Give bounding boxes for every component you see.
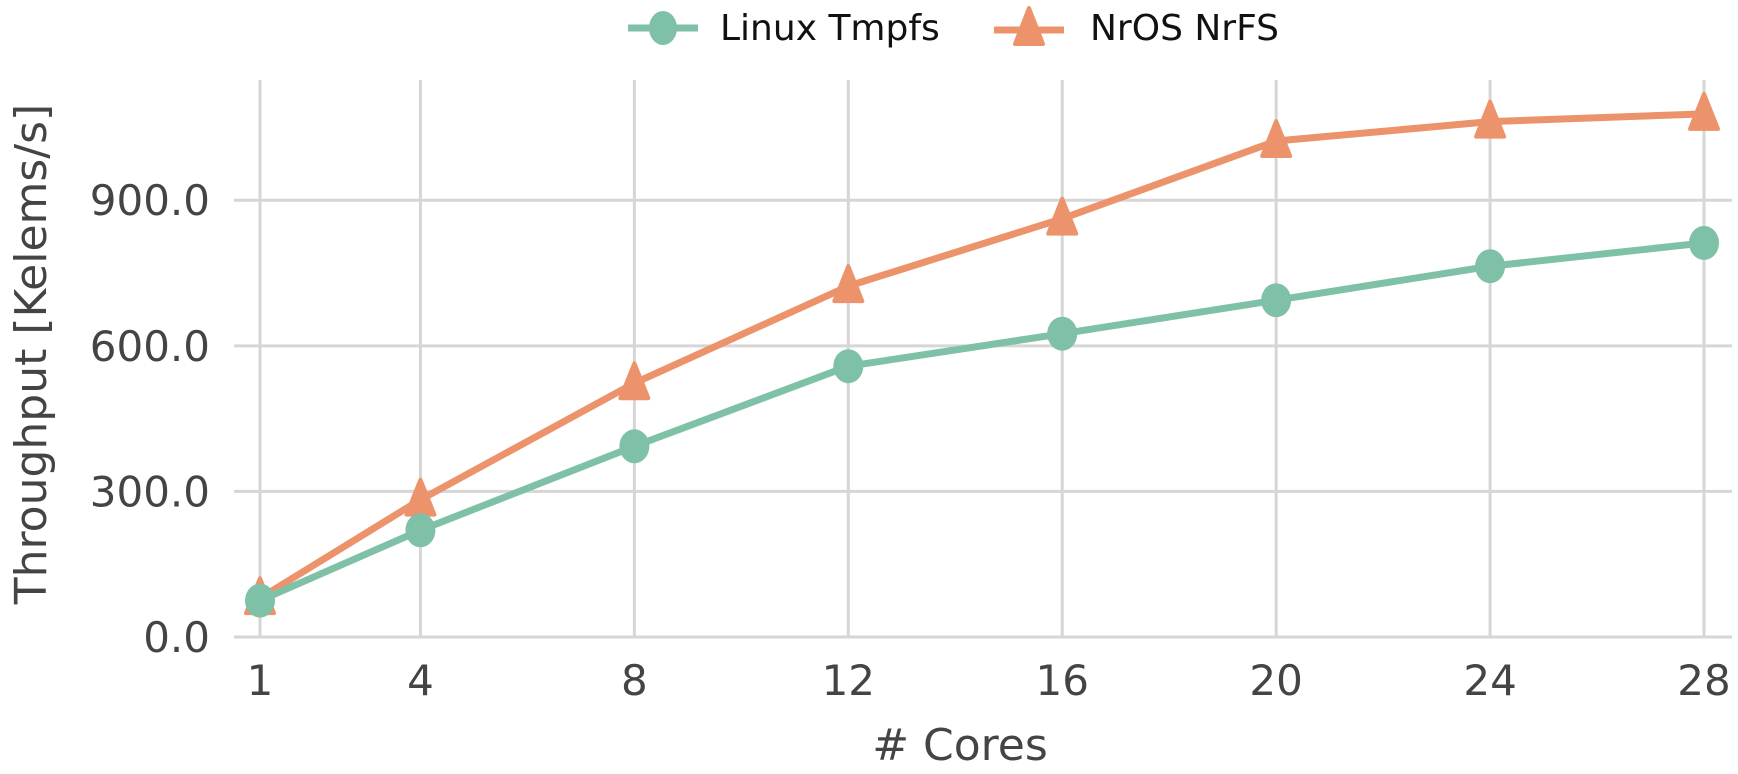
y-tick-label: 300.0 <box>90 467 210 516</box>
triangle-marker-icon <box>1046 196 1079 236</box>
circle-marker-icon <box>1047 316 1078 351</box>
y-tick-label: 600.0 <box>90 322 210 371</box>
x-axis-label: # Cores <box>872 720 1048 771</box>
legend: Linux Tmpfs NrOS NrFS <box>628 6 1279 49</box>
circle-marker-icon <box>833 349 864 384</box>
x-tick-label: 16 <box>1035 656 1088 705</box>
series-lines <box>244 91 1720 618</box>
grid-lines <box>234 80 1732 639</box>
series-nros-nrfs <box>244 91 1720 616</box>
triangle-marker-icon <box>618 361 651 401</box>
legend-label: NrOS NrFS <box>1090 8 1279 49</box>
x-tick-label: 12 <box>822 656 875 705</box>
x-tick-label: 4 <box>407 656 434 705</box>
x-tick-label: 20 <box>1249 656 1302 705</box>
circle-marker-icon <box>405 513 436 548</box>
x-tick-label: 8 <box>621 656 648 705</box>
y-tick-label: 0.0 <box>143 613 210 662</box>
circle-marker-icon <box>1261 283 1292 318</box>
triangle-marker-icon <box>1474 99 1507 139</box>
series-line <box>258 110 1705 602</box>
circle-marker-icon <box>619 429 650 464</box>
legend-item-nros-nrfs: NrOS NrFS <box>994 6 1279 49</box>
series-linux-tmpfs <box>245 225 1719 618</box>
circle-marker-icon <box>1475 249 1506 284</box>
y-axis-label: Throughput [Kelems/s] <box>6 104 57 605</box>
y-tick-label: 900.0 <box>90 176 210 225</box>
legend-item-linux-tmpfs: Linux Tmpfs <box>628 8 940 49</box>
x-axis-ticks: 1 4 8 12 16 20 24 28 <box>247 656 1731 705</box>
x-tick-label: 28 <box>1677 656 1730 705</box>
triangle-marker-icon <box>1013 6 1045 46</box>
triangle-marker-icon <box>832 264 865 304</box>
circle-marker-icon <box>245 583 275 618</box>
triangle-marker-icon <box>1688 91 1720 131</box>
circle-marker-icon <box>1689 225 1719 260</box>
triangle-marker-icon <box>1260 119 1293 159</box>
x-tick-label: 1 <box>247 656 274 705</box>
circle-marker-icon <box>649 11 677 45</box>
x-tick-label: 24 <box>1463 656 1516 705</box>
y-axis-ticks: 0.0 300.0 600.0 900.0 <box>90 176 210 662</box>
series-line <box>258 239 1705 604</box>
legend-label: Linux Tmpfs <box>720 8 940 49</box>
